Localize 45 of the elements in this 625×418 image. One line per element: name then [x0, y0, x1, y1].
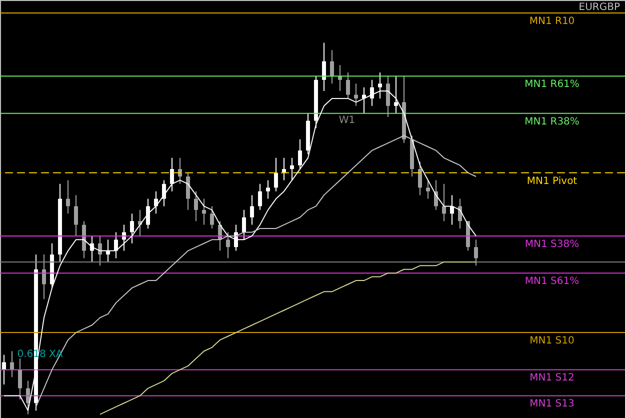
ref-line-label: MN1 S10 — [530, 336, 574, 347]
candlestick — [42, 254, 46, 300]
candlestick — [418, 161, 422, 196]
candlestick — [242, 209, 246, 240]
ref-line-label: MN1 S12 — [530, 372, 574, 384]
candlestick — [474, 239, 478, 266]
text: EURGBP — [578, 2, 620, 13]
candlestick — [146, 198, 150, 230]
candlestick — [322, 42, 326, 92]
candlestick — [258, 183, 262, 210]
candlestick — [170, 157, 174, 192]
candlestick — [74, 194, 78, 236]
ref-line-label: MN1 S61% — [524, 276, 580, 288]
ref-line-label: MN1 Pivot — [526, 176, 578, 187]
ref-line-label: MN1 R61% — [524, 79, 580, 90]
ref-line-label: MN1 S38% — [524, 238, 580, 250]
ref-line-label: MN1 R38% — [524, 116, 580, 128]
candlestick — [426, 180, 430, 200]
ref-line-label: MN1 S13 — [530, 398, 574, 410]
candlestick — [130, 213, 134, 244]
candlestick — [338, 64, 342, 92]
candlestick — [194, 190, 198, 222]
candlestick — [274, 157, 278, 192]
candlestick — [450, 194, 454, 226]
candlestick — [330, 50, 334, 84]
candlestick — [18, 358, 22, 400]
candlestick — [250, 194, 254, 226]
ref-line-label: MN1 R10 — [529, 16, 575, 28]
candlestick — [266, 180, 270, 200]
candlestick — [346, 72, 350, 99]
candlestick — [386, 76, 390, 118]
candlestick — [354, 83, 358, 106]
candlestick — [66, 180, 70, 214]
candlestick — [282, 157, 286, 181]
candlestick — [290, 157, 294, 181]
annotation: W1 — [338, 115, 356, 126]
candlestick — [458, 198, 462, 230]
candlestick — [442, 183, 446, 222]
candlestick — [226, 232, 230, 259]
candlestick — [202, 198, 206, 226]
candlestick — [186, 172, 190, 210]
candlestick — [298, 138, 302, 170]
candlestick — [114, 232, 118, 259]
candlestick — [210, 206, 214, 230]
candlestick — [178, 157, 182, 184]
